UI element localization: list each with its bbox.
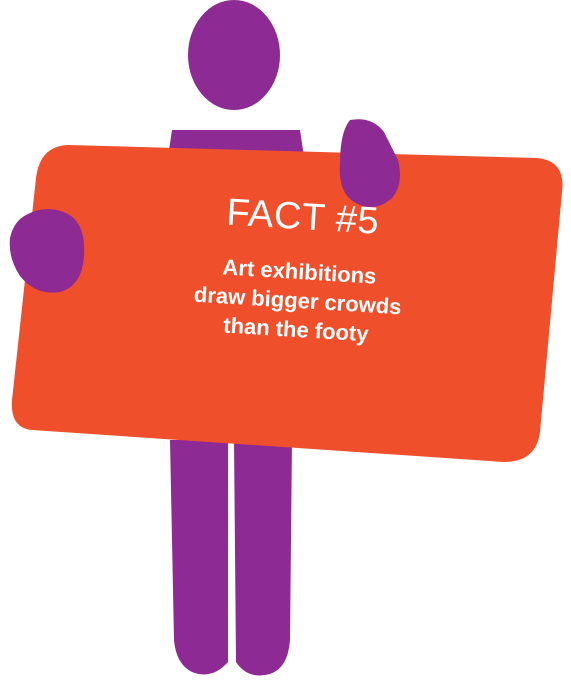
person-head	[188, 0, 280, 110]
sign-text-block: FACT #5 Art exhibitions draw bigger crow…	[115, 185, 483, 355]
person-left-leg	[170, 440, 228, 675]
person-right-hand	[339, 119, 400, 208]
fact-sign-board	[11, 145, 563, 462]
person-left-hand	[9, 209, 85, 293]
person-right-leg	[234, 440, 292, 676]
